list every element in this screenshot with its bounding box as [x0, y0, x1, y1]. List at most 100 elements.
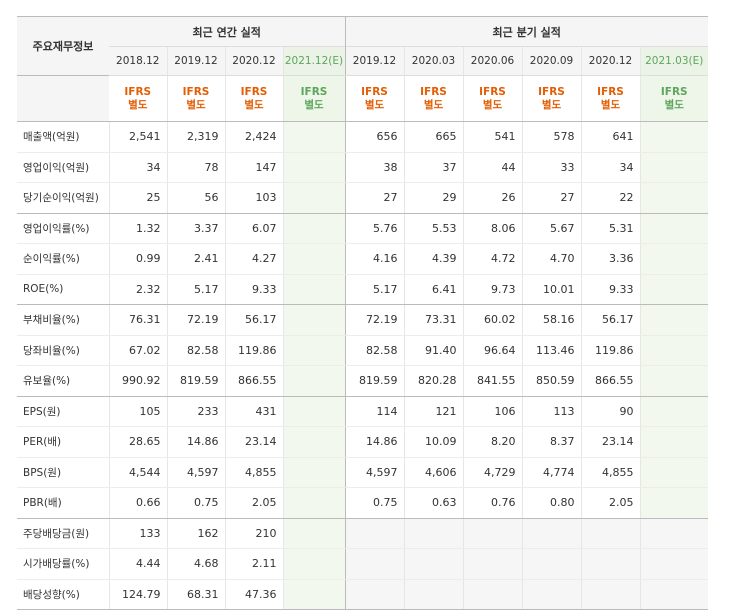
quarter-value-cell: 38 — [344, 152, 404, 183]
period-header: 2019.12 — [166, 46, 225, 76]
ifrs-standard: IFRS 별도 — [521, 75, 581, 122]
annual-value-cell: 0.66 — [108, 487, 167, 519]
annual-estimate-cell — [282, 487, 345, 519]
period-header: 2019.12 — [344, 46, 404, 76]
row-label: 당좌비율(%) — [17, 335, 109, 366]
quarter-estimate-cell — [639, 213, 708, 244]
quarter-empty-cell — [580, 518, 640, 549]
standard-line-ifrs: IFRS — [660, 85, 688, 98]
table-row: 당좌비율(%) 67.02 82.58 119.86 82.58 91.40 96.64 11… — [17, 335, 708, 366]
annual-value-cell: 9.33 — [224, 274, 283, 305]
row-label: 부채비율(%) — [17, 304, 109, 336]
annual-estimate-cell — [282, 426, 345, 458]
quarter-empty-cell — [521, 518, 581, 549]
annual-value-cell: 68.31 — [166, 579, 225, 610]
annual-value-cell: 0.99 — [108, 243, 167, 275]
annual-value-cell: 14.86 — [166, 426, 225, 458]
annual-value-cell: 4,544 — [108, 457, 167, 488]
quarter-value-cell: 34 — [580, 152, 640, 183]
standard-line-separate: 별도 — [541, 98, 562, 111]
annual-value-cell: 3.37 — [166, 213, 225, 244]
annual-value-cell: 2.11 — [224, 548, 283, 580]
quarter-value-cell: 820.28 — [403, 365, 463, 397]
quarter-value-cell: 72.19 — [344, 304, 404, 336]
table-row: BPS(원) 4,544 4,597 4,855 4,597 4,606 4,729 4,77… — [17, 457, 708, 488]
standard-line-separate: 별도 — [186, 98, 206, 111]
annual-value-cell: 990.92 — [108, 365, 167, 397]
standard-line-separate: 별도 — [128, 98, 148, 111]
quarter-value-cell: 3.36 — [580, 243, 640, 275]
quarter-empty-cell — [521, 548, 581, 580]
table-row: 영업이익률(%) 1.32 3.37 6.07 5.76 5.53 8.06 5.67 5.31 — [17, 213, 708, 244]
annual-value-cell: 2.32 — [108, 274, 167, 305]
annual-estimate-cell — [282, 182, 345, 214]
quarter-value-cell: 113.46 — [521, 335, 581, 366]
quarter-value-cell: 44 — [462, 152, 522, 183]
table-row: ROE(%) 2.32 5.17 9.33 5.17 6.41 9.73 10.01 9.33 — [17, 274, 708, 305]
quarter-value-cell: 26 — [462, 182, 522, 214]
quarter-empty-cell — [521, 579, 581, 610]
quarter-empty-cell — [403, 548, 463, 580]
quarter-value-cell: 119.86 — [580, 335, 640, 366]
quarter-estimate-cell — [639, 396, 708, 427]
annual-value-cell: 1.32 — [108, 213, 167, 244]
annual-estimate-cell — [282, 243, 345, 275]
row-label: 영업이익률(%) — [17, 213, 109, 244]
quarter-value-cell: 106 — [462, 396, 522, 427]
quarter-estimate-cell — [639, 152, 708, 183]
quarter-value-cell: 82.58 — [344, 335, 404, 366]
standard-line-ifrs: IFRS — [538, 85, 565, 98]
row-label: 배당성향(%) — [17, 579, 109, 610]
quarter-estimate-cell — [639, 243, 708, 275]
quarter-estimate-cell — [639, 304, 708, 336]
quarter-value-cell: 58.16 — [521, 304, 581, 336]
quarter-value-cell: 6.41 — [403, 274, 463, 305]
row-label: 유보율(%) — [17, 365, 109, 397]
quarter-value-cell: 27 — [521, 182, 581, 214]
annual-value-cell: 5.17 — [166, 274, 225, 305]
quarter-value-cell: 56.17 — [580, 304, 640, 336]
annual-value-cell: 147 — [224, 152, 283, 183]
annual-estimate-cell — [282, 274, 345, 305]
quarter-value-cell: 5.76 — [344, 213, 404, 244]
standard-line-ifrs: IFRS — [300, 85, 328, 98]
standard-line-ifrs: IFRS — [361, 85, 388, 98]
period-header: 2020.12 — [224, 46, 283, 76]
ifrs-standard-estimate: IFRS 별도 — [639, 75, 708, 122]
period-header-row: 2018.12 2019.12 2020.12 2021.12(E) 2019.12 20… — [17, 46, 708, 76]
quarter-value-cell: 2.05 — [580, 487, 640, 519]
quarter-estimate-cell — [639, 182, 708, 214]
annual-value-cell: 82.58 — [166, 335, 225, 366]
row-label: PER(배) — [17, 426, 109, 458]
quarter-value-cell: 8.20 — [462, 426, 522, 458]
standard-line-ifrs: IFRS — [240, 85, 268, 98]
row-label: PBR(배) — [17, 487, 109, 519]
quarter-value-cell: 866.55 — [580, 365, 640, 397]
quarter-value-cell: 27 — [344, 182, 404, 214]
quarter-value-cell: 541 — [462, 121, 522, 153]
quarter-empty-cell — [639, 518, 708, 549]
annual-value-cell: 105 — [108, 396, 167, 427]
standard-line-separate: 별도 — [664, 98, 684, 111]
ifrs-standard: IFRS 별도 — [109, 75, 167, 122]
quarter-value-cell: 114 — [344, 396, 404, 427]
row-label: EPS(원) — [17, 396, 109, 427]
quarter-value-cell: 4,774 — [521, 457, 581, 488]
annual-value-cell: 133 — [108, 518, 167, 549]
quarter-empty-cell — [462, 579, 522, 610]
standard-line-ifrs: IFRS — [124, 85, 152, 98]
quarter-value-cell: 90 — [580, 396, 640, 427]
table-row: 영업이익(억원) 34 78 147 38 37 44 33 34 — [17, 152, 708, 183]
table-row: 순이익률(%) 0.99 2.41 4.27 4.16 4.39 4.72 4.70 3.36 — [17, 243, 708, 275]
annual-value-cell: 119.86 — [224, 335, 283, 366]
standard-line-ifrs: IFRS — [479, 85, 506, 98]
period-header: 2020.12 — [580, 46, 640, 76]
quarter-value-cell: 5.53 — [403, 213, 463, 244]
quarter-value-cell: 9.33 — [580, 274, 640, 305]
period-header: 2020.09 — [521, 46, 581, 76]
quarter-value-cell: 10.01 — [521, 274, 581, 305]
ifrs-standard: IFRS 별도 — [580, 75, 640, 122]
quarter-empty-cell — [344, 518, 404, 549]
annual-value-cell: 6.07 — [224, 213, 283, 244]
quarter-value-cell: 665 — [403, 121, 463, 153]
